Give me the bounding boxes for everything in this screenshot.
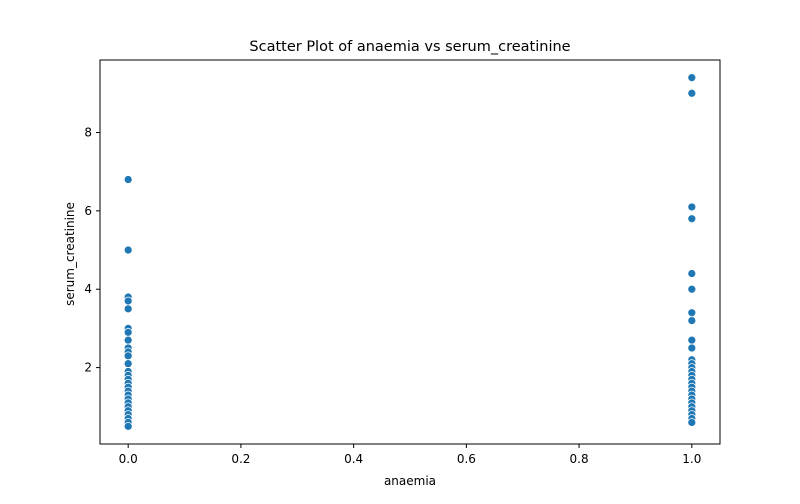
data-point <box>687 316 697 325</box>
data-point <box>687 343 697 353</box>
data-point <box>123 296 133 306</box>
plot-frame <box>99 59 721 445</box>
data-point <box>123 327 133 337</box>
y-tick-label: 8 <box>84 125 92 139</box>
chart-title: Scatter Plot of anaemia vs serum_creatin… <box>249 39 570 55</box>
y-tick-label: 6 <box>84 204 92 218</box>
points <box>123 73 697 431</box>
data-point <box>687 202 697 212</box>
data-point <box>687 73 697 83</box>
y-tick-label: 2 <box>84 361 92 375</box>
data-point <box>123 421 133 431</box>
x-tick-label: 0.0 <box>119 452 138 466</box>
data-point <box>687 284 697 294</box>
x-tick-label: 0.4 <box>344 452 363 466</box>
data-point <box>687 269 697 278</box>
data-point <box>123 335 133 345</box>
data-point <box>123 351 133 361</box>
y-axis-label: serum_creatinine <box>63 202 77 306</box>
ticks: 0.0 0.2 0.4 0.6 0.8 1.0 2 4 6 8 <box>84 125 701 466</box>
data-point <box>123 245 133 255</box>
x-axis-label: anaemia <box>384 474 436 488</box>
data-point <box>123 304 133 314</box>
data-point <box>123 359 133 369</box>
data-point <box>687 214 697 224</box>
y-axis-label-group: serum_creatinine <box>63 202 77 306</box>
data-point <box>687 88 697 98</box>
data-point <box>687 418 697 427</box>
data-point <box>687 335 697 345</box>
x-tick-label: 0.8 <box>570 452 589 466</box>
x-tick-label: 1.0 <box>682 452 701 466</box>
data-point <box>123 175 133 184</box>
y-tick-label: 4 <box>84 282 92 296</box>
x-tick-label: 0.6 <box>457 452 476 466</box>
data-point <box>687 308 697 318</box>
x-tick-label: 0.2 <box>231 452 250 466</box>
